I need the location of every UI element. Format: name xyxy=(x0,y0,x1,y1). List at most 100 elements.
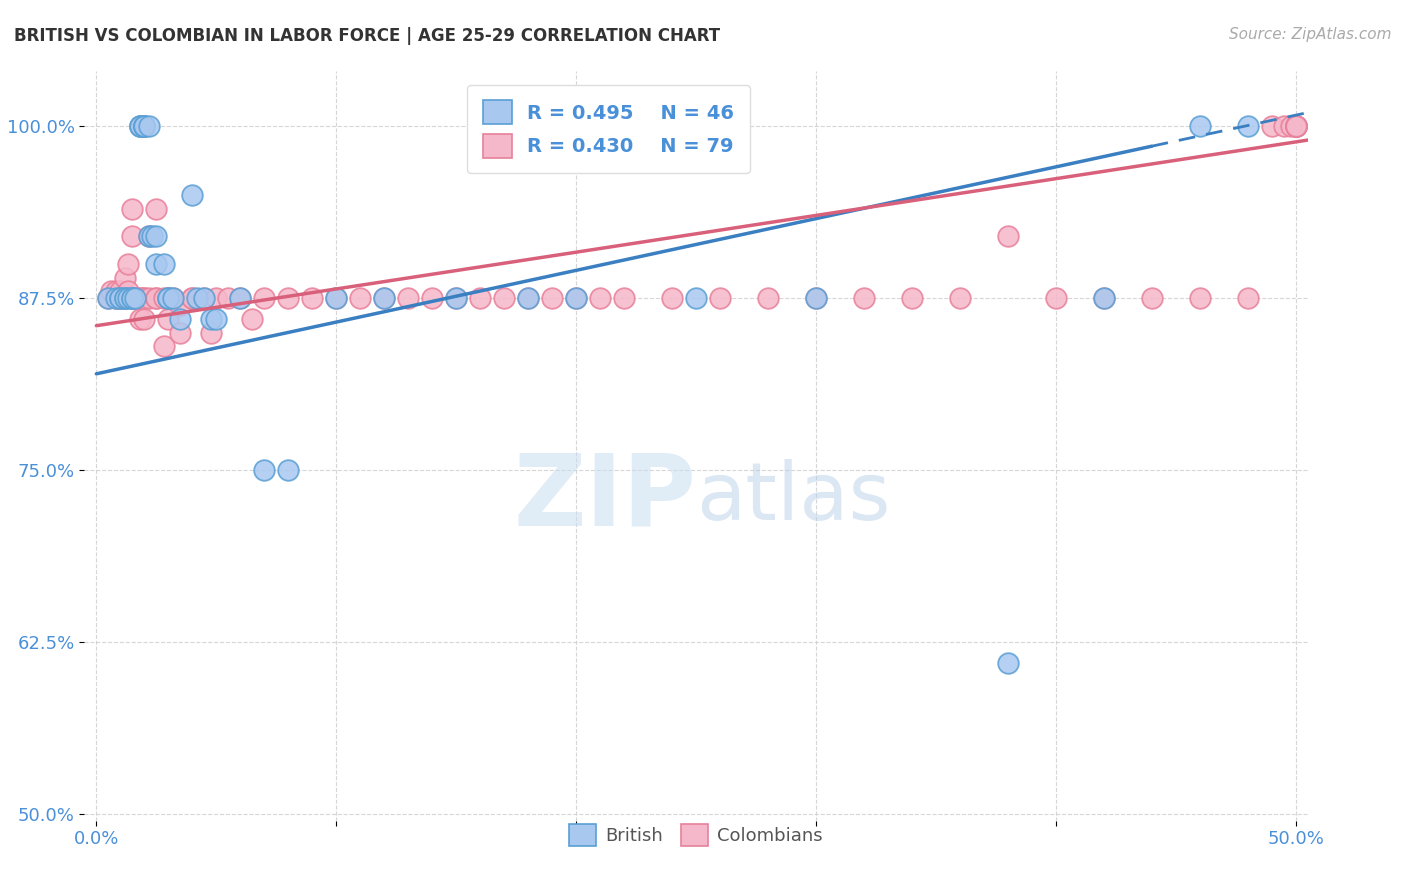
Point xyxy=(661,291,683,305)
Point xyxy=(97,291,120,305)
Point xyxy=(1284,120,1306,134)
Point xyxy=(121,202,143,216)
Point xyxy=(804,291,827,305)
Point xyxy=(420,291,443,305)
Point xyxy=(229,291,252,305)
Text: Source: ZipAtlas.com: Source: ZipAtlas.com xyxy=(1229,27,1392,42)
Point xyxy=(804,291,827,305)
Point xyxy=(104,291,127,305)
Point xyxy=(325,291,347,305)
Point xyxy=(852,291,875,305)
Point xyxy=(200,311,222,326)
Point xyxy=(373,291,395,305)
Point xyxy=(468,291,491,305)
Point xyxy=(277,291,299,305)
Point xyxy=(128,120,150,134)
Point xyxy=(1236,291,1258,305)
Point xyxy=(134,291,156,305)
Point xyxy=(253,291,276,305)
Point xyxy=(541,291,564,305)
Point xyxy=(117,291,139,305)
Point xyxy=(301,291,323,305)
Point xyxy=(157,291,180,305)
Point xyxy=(145,229,167,244)
Point xyxy=(145,202,167,216)
Point xyxy=(145,257,167,271)
Point xyxy=(138,229,160,244)
Point xyxy=(145,291,167,305)
Text: BRITISH VS COLOMBIAN IN LABOR FORCE | AGE 25-29 CORRELATION CHART: BRITISH VS COLOMBIAN IN LABOR FORCE | AG… xyxy=(14,27,720,45)
Point xyxy=(494,291,516,305)
Point xyxy=(253,463,276,477)
Point xyxy=(205,291,228,305)
Point xyxy=(128,120,150,134)
Point xyxy=(124,291,146,305)
Point xyxy=(186,291,208,305)
Point xyxy=(169,311,191,326)
Point xyxy=(240,311,263,326)
Point xyxy=(373,291,395,305)
Point xyxy=(756,291,779,305)
Point xyxy=(1284,120,1306,134)
Point xyxy=(1045,291,1067,305)
Point xyxy=(157,291,180,305)
Point xyxy=(110,291,132,305)
Point xyxy=(128,120,150,134)
Point xyxy=(110,285,132,299)
Point xyxy=(901,291,924,305)
Point xyxy=(162,291,184,305)
Point xyxy=(349,291,371,305)
Point xyxy=(949,291,972,305)
Point xyxy=(138,120,160,134)
Point xyxy=(1284,120,1306,134)
Point xyxy=(444,291,467,305)
Legend: British, Colombians: British, Colombians xyxy=(562,816,830,853)
Point xyxy=(1284,120,1306,134)
Point xyxy=(162,291,184,305)
Point xyxy=(138,229,160,244)
Point xyxy=(193,291,215,305)
Point xyxy=(114,291,136,305)
Point xyxy=(1092,291,1115,305)
Point xyxy=(97,291,120,305)
Point xyxy=(589,291,612,305)
Point xyxy=(121,291,143,305)
Point xyxy=(444,291,467,305)
Point xyxy=(104,285,127,299)
Point xyxy=(100,285,122,299)
Point xyxy=(517,291,540,305)
Point xyxy=(114,291,136,305)
Point xyxy=(134,311,156,326)
Text: atlas: atlas xyxy=(696,459,890,538)
Point xyxy=(128,291,150,305)
Point xyxy=(169,326,191,340)
Point xyxy=(121,229,143,244)
Point xyxy=(152,257,174,271)
Point xyxy=(1188,291,1211,305)
Point xyxy=(152,339,174,353)
Point xyxy=(141,229,163,244)
Point xyxy=(145,291,167,305)
Point xyxy=(1260,120,1282,134)
Point xyxy=(685,291,707,305)
Point xyxy=(1188,120,1211,134)
Point xyxy=(138,291,160,305)
Point xyxy=(134,120,156,134)
Point xyxy=(117,257,139,271)
Point xyxy=(114,291,136,305)
Point xyxy=(997,229,1019,244)
Point xyxy=(121,291,143,305)
Point xyxy=(613,291,636,305)
Point xyxy=(709,291,731,305)
Point xyxy=(181,291,204,305)
Point xyxy=(128,291,150,305)
Point xyxy=(1140,291,1163,305)
Point xyxy=(181,188,204,202)
Point xyxy=(104,291,127,305)
Point xyxy=(124,291,146,305)
Point xyxy=(1284,120,1306,134)
Point xyxy=(200,326,222,340)
Point xyxy=(134,120,156,134)
Point xyxy=(157,291,180,305)
Point xyxy=(565,291,588,305)
